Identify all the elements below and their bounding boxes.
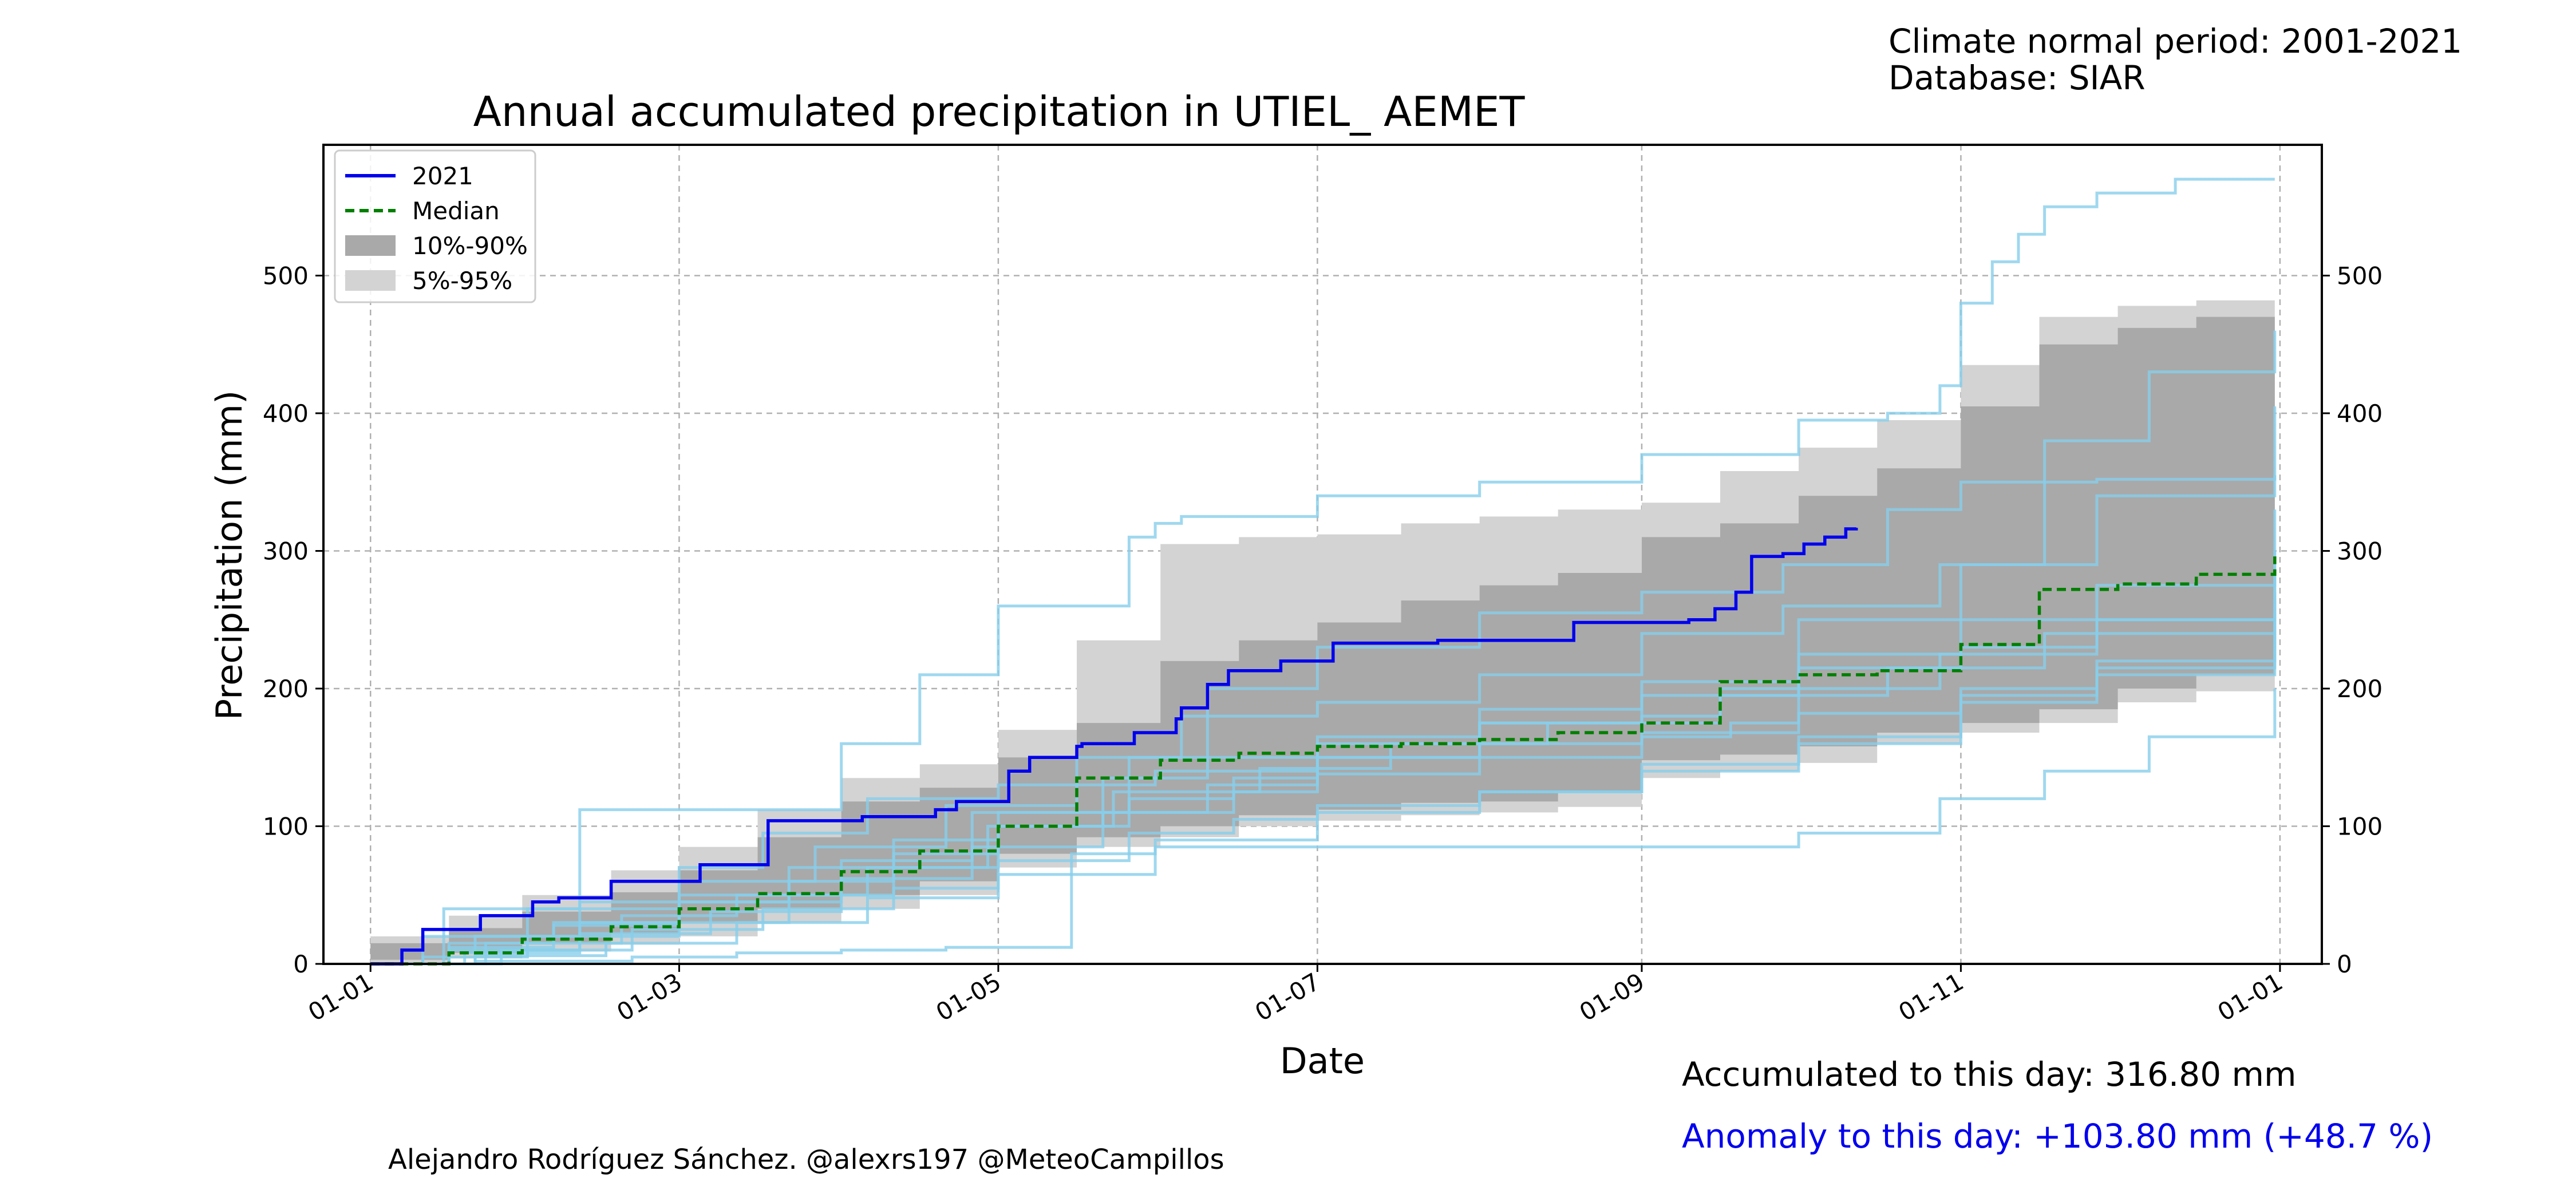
y-tick-label-left: 400 [263, 400, 309, 428]
x-axis-label: Date [1280, 1040, 1365, 1082]
y-tick-label-left: 500 [263, 262, 309, 290]
other-year-line [370, 599, 2277, 966]
legend-label: 2021 [412, 162, 473, 190]
y-tick-label-right: 400 [2337, 400, 2383, 428]
x-tick-label: 01-03 [612, 967, 686, 1026]
band-10-90-area [370, 310, 2275, 964]
database-text: Database: SIAR [1888, 58, 2146, 97]
y-tick-label-right: 200 [2337, 675, 2383, 703]
y-tick-label-left: 0 [293, 950, 309, 978]
y-tick-label-right: 0 [2337, 950, 2352, 978]
y-axis-label: Precipitation (mm) [208, 390, 250, 720]
x-tick-label: 01-01 [303, 967, 378, 1026]
x-tick-label: 01-11 [1894, 967, 1968, 1026]
legend-box [334, 149, 536, 303]
y-tick-label-right: 300 [2337, 537, 2383, 565]
other-year-line [370, 177, 2275, 966]
axes-frame [322, 144, 2323, 965]
x-tick-label: 01-09 [1575, 967, 1649, 1026]
legend-swatch [345, 235, 396, 256]
x-tick-label: 01-01 [2213, 967, 2287, 1026]
x-tick-label: 01-07 [1250, 967, 1325, 1026]
author-credit: Alejandro Rodríguez Sánchez. @alexrs197 … [388, 1144, 1224, 1176]
current-year-line [370, 527, 1858, 966]
y-tick-label-left: 100 [263, 812, 309, 840]
chart-title: Annual accumulated precipitation in UTIE… [473, 88, 1526, 136]
y-tick-label-right: 500 [2337, 262, 2383, 290]
y-tick-label-left: 300 [263, 537, 309, 565]
y-tick-label-right: 100 [2337, 812, 2383, 840]
climate-normal-period-text: Climate normal period: 2001-2021 [1888, 22, 2463, 61]
legend-swatch [345, 270, 396, 291]
percentile-bands [370, 296, 2275, 964]
accumulated-to-date-text: Accumulated to this day: 316.80 mm [1682, 1055, 2297, 1094]
median-line [370, 556, 2277, 966]
legend-label: Median [412, 197, 500, 225]
x-tick-label: 01-05 [931, 967, 1006, 1026]
legend: 2021 Median 10%-90% 5%-95% [334, 149, 536, 303]
anomaly-to-date-text: Anomaly to this day: +103.80 mm (+48.7 %… [1682, 1117, 2433, 1156]
y-tick-label-left: 200 [263, 675, 309, 703]
legend-label: 10%-90% [412, 232, 528, 260]
legend-label: 5%-95% [412, 267, 512, 295]
